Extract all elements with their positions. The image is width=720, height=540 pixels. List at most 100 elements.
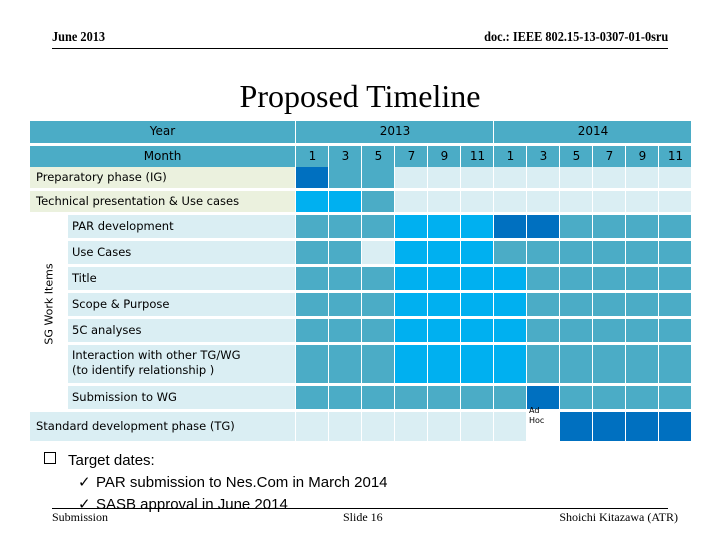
timeline-cell: [659, 386, 691, 409]
timeline-cell: [329, 293, 361, 316]
bullet-main: Target dates:: [44, 450, 388, 472]
timeline-cell: [527, 345, 559, 383]
timeline-cell: [659, 167, 691, 188]
month-cell: [395, 146, 427, 168]
timeline-cell: [626, 191, 658, 212]
row-label-cell: [68, 241, 295, 264]
timeline-cell: [527, 191, 559, 212]
timeline-cell: [593, 293, 625, 316]
row-label: 5C analyses: [72, 323, 142, 337]
timeline-cell: [428, 345, 460, 383]
month-cell: [296, 146, 328, 168]
timeline-cell: [395, 191, 427, 212]
timeline-cell: [329, 267, 361, 290]
timeline-cell: [560, 241, 592, 264]
timeline-cell: [626, 215, 658, 238]
timeline-cell: [428, 319, 460, 342]
timeline-cell: [296, 241, 328, 264]
timeline-cell: [395, 345, 427, 383]
bullet-sub: ✓ SASB approval in June 2014: [78, 494, 388, 516]
row-label: Submission to WG: [72, 390, 177, 404]
timeline-cell: [527, 319, 559, 342]
timeline-cell: [560, 319, 592, 342]
timeline-cell: [296, 267, 328, 290]
timeline-cell: [362, 412, 394, 441]
timeline-cell: [461, 412, 493, 441]
bullet-sub-text: SASB approval in June 2014: [96, 496, 288, 513]
timeline-cell: [461, 191, 493, 212]
month-cell: [329, 146, 361, 168]
timeline-cell: [560, 191, 592, 212]
footer-slide-number: Slide 16: [343, 510, 383, 524]
timeline-cell: [296, 319, 328, 342]
timeline-cell: [659, 241, 691, 264]
timeline-cell: [560, 167, 592, 188]
timeline-cell: [560, 293, 592, 316]
timeline-cell: [659, 319, 691, 342]
month-cell: [362, 146, 394, 168]
month-label: 3: [539, 149, 548, 163]
timeline-cell: [395, 412, 427, 441]
timeline-cell: [626, 167, 658, 188]
timeline-cell: [626, 386, 658, 409]
year-header-label-cell: [30, 121, 295, 143]
timeline-cell: [296, 412, 328, 441]
footer-author: Shoichi Kitazawa (ATR): [559, 510, 678, 524]
timeline-cell: [626, 412, 658, 441]
timeline-cell: Ad Hoc: [527, 406, 559, 441]
timeline-cell: [593, 386, 625, 409]
timeline-cell: [329, 319, 361, 342]
month-cell: [494, 146, 526, 168]
row-label-cell: [68, 267, 295, 290]
timeline-cell: [329, 191, 361, 212]
row-label-cell: [30, 412, 295, 441]
adhoc-note: Ad Hoc: [529, 406, 545, 425]
row-label: Use Cases: [72, 245, 132, 259]
timeline-table: Year 2013 2014 Month 1 3 5 7 9 11 1 3 5 7 9 11 Preparato…: [30, 121, 692, 441]
timeline-cell: [560, 412, 592, 441]
timeline-cell: [362, 345, 394, 383]
timeline-cell: [362, 191, 394, 212]
row-label: Technical presentation & Use cases: [36, 194, 240, 208]
timeline-cell: [494, 345, 526, 383]
timeline-cell: [560, 267, 592, 290]
month-label: 3: [341, 149, 350, 163]
row-label-cell: [30, 167, 295, 188]
month-label: 7: [605, 149, 614, 163]
month-label: 5: [374, 149, 383, 163]
checkmark-icon: ✓: [78, 474, 91, 491]
month-label: 11: [667, 149, 684, 163]
timeline-cell: [296, 345, 328, 383]
timeline-cell: [296, 191, 328, 212]
timeline-cell: [527, 167, 559, 188]
row-label-cell: [68, 293, 295, 316]
timeline-cell: [329, 412, 361, 441]
month-label: 7: [407, 149, 416, 163]
timeline-cell: [527, 293, 559, 316]
row-label: Title: [72, 271, 97, 285]
timeline-cell: [428, 293, 460, 316]
timeline-cell: [395, 267, 427, 290]
row-label: PAR development: [72, 219, 174, 233]
timeline-cell: [626, 293, 658, 316]
timeline-cell: [659, 412, 691, 441]
timeline-cell: [494, 319, 526, 342]
row-label-cell: [68, 319, 295, 342]
timeline-cell: [527, 267, 559, 290]
timeline-cell: [593, 345, 625, 383]
timeline-cell: [362, 241, 394, 264]
timeline-cell: [461, 386, 493, 409]
timeline-cell: [461, 293, 493, 316]
year-2013-cell: [296, 121, 493, 143]
timeline-cell: [428, 267, 460, 290]
target-dates-list: Target dates: ✓ PAR submission to Nes.Com…: [44, 450, 388, 516]
month-cell: [461, 146, 493, 168]
row-label-cell: [68, 345, 295, 383]
bullet-main-text: Target dates:: [68, 452, 155, 469]
bullet-sub-text: PAR submission to Nes.Com in March 2014: [96, 474, 388, 491]
timeline-cell: [362, 293, 394, 316]
row-label: Interaction with other TG/WG (to identif…: [72, 348, 241, 377]
timeline-cell: [296, 293, 328, 316]
timeline-cell: [461, 167, 493, 188]
timeline-cell: [659, 267, 691, 290]
